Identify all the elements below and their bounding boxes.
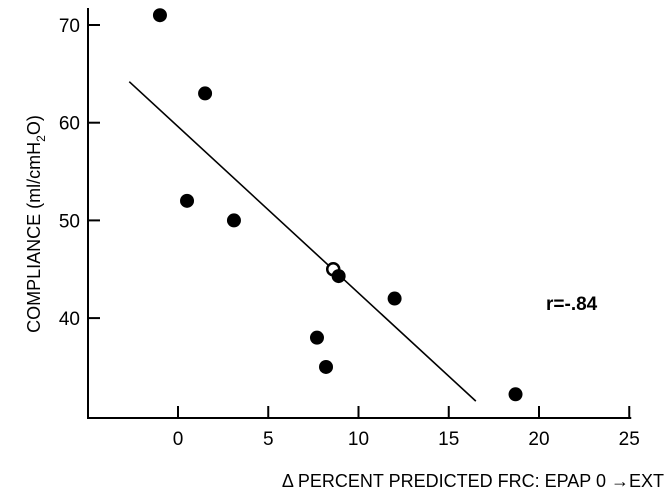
x-axis-title-arrow: → [611,471,629,491]
y-axis-title-subscript: 2 [34,135,48,142]
x-tick-label: 0 [173,429,184,450]
x-axis-title-text: PERCENT PREDICTED FRC: EPAP 0 [293,471,611,491]
y-tick-label: 70 [59,16,80,37]
x-tick-label: 15 [438,429,459,450]
data-point [331,269,346,284]
x-tick-label: 25 [619,429,640,450]
y-axis-title-prefix: COMPLIANCE (ml/cmH [24,142,44,333]
y-tick-label: 50 [59,211,80,232]
x-axis-title-end: EXT [629,471,664,491]
y-tick-label: 40 [59,309,80,330]
x-tick-label: 5 [263,429,274,450]
correlation-annotation: r=-.84 [546,294,598,315]
data-point [180,193,195,208]
x-axis-title: Δ PERCENT PREDICTED FRC: EPAP 0 →EXT [282,471,664,491]
y-tick-label: 60 [59,114,80,135]
y-axis-title-suffix: O) [24,115,44,135]
axes: 0 5 10 15 20 25 40 50 60 70 [59,8,640,450]
data-points [152,8,523,402]
x-axis-title-delta: Δ [282,471,294,491]
y-axis-title: COMPLIANCE (ml/cmH2O) [24,115,48,333]
data-point [198,86,213,101]
data-point [319,359,334,374]
regression-line [128,81,477,402]
data-point [152,8,167,23]
regression-line-group [128,81,477,402]
data-point [508,387,523,402]
x-tick-label: 10 [348,429,369,450]
data-point [226,213,241,228]
data-point [309,330,324,345]
data-point [387,291,402,306]
x-tick-label: 20 [528,429,549,450]
